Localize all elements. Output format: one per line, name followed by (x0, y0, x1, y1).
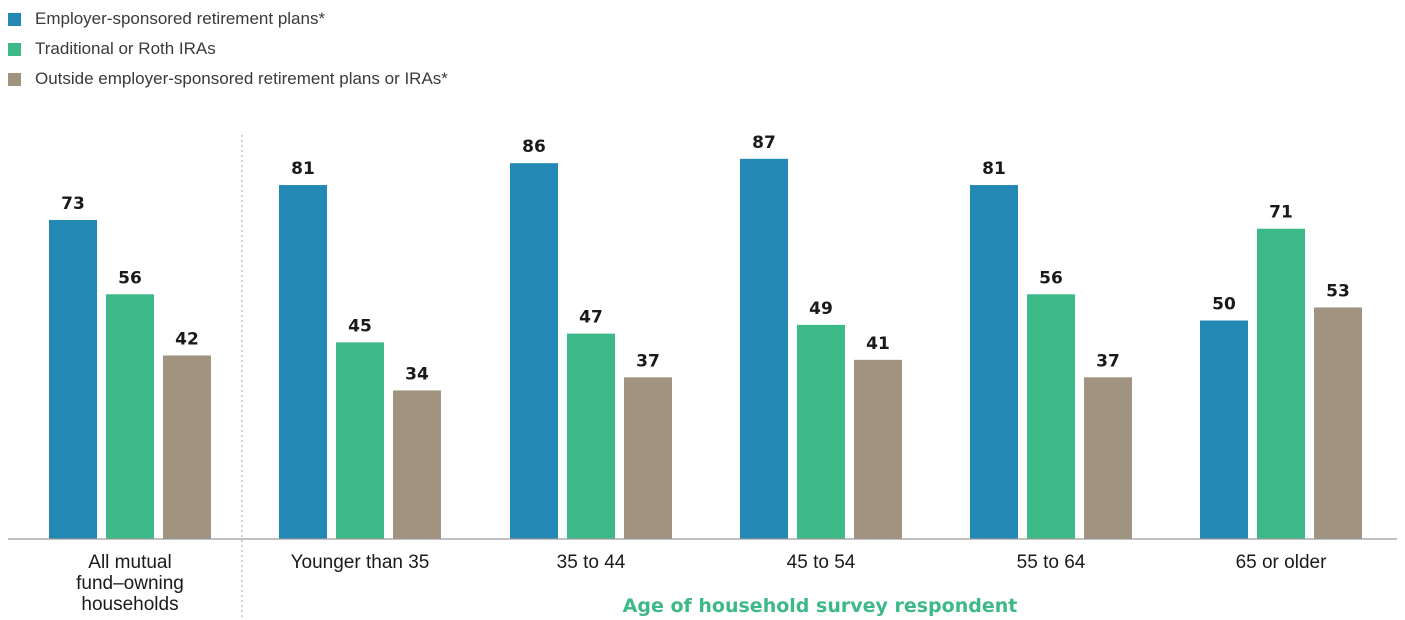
category-label-line: 65 or older (1236, 552, 1328, 573)
bar-all-households-employer-plans (49, 219, 97, 540)
bar-45-to-54-iras (797, 324, 845, 539)
bars-layer (49, 158, 1362, 540)
value-label-younger-than-35-outside: 34 (405, 364, 429, 384)
bar-55-to-64-iras (1027, 294, 1075, 539)
bar-all-households-iras (106, 294, 154, 539)
bar-younger-than-35-employer-plans (279, 185, 327, 539)
category-label-line: 55 to 64 (1017, 552, 1086, 573)
category-label-55-to-64: 55 to 64 (1017, 552, 1086, 573)
legend: Employer-sponsored retirement plans* Tra… (8, 4, 448, 94)
legend-item-iras: Traditional or Roth IRAs (8, 34, 448, 64)
bar-35-to-44-employer-plans (510, 163, 558, 539)
legend-swatch-iras (8, 42, 21, 56)
bar-45-to-54-employer-plans (740, 158, 788, 539)
value-label-65-or-older-employer-plans: 50 (1212, 295, 1236, 315)
category-label-all-households: All mutual fund–owning households (76, 552, 184, 615)
value-label-55-to-64-outside: 37 (1096, 351, 1120, 371)
legend-label-employer-plans: Employer-sponsored retirement plans* (35, 9, 326, 28)
category-labels-layer: All mutual fund–owning households Younger t… (76, 552, 1327, 615)
category-label-line: All mutual (88, 552, 171, 573)
legend-item-outside: Outside employer-sponsored retirement pl… (8, 64, 448, 94)
value-label-55-to-64-employer-plans: 81 (982, 159, 1006, 179)
legend-swatch-employer-plans (8, 12, 21, 26)
value-label-all-households-employer-plans: 73 (61, 194, 85, 214)
category-label-line: 45 to 54 (787, 552, 856, 573)
category-label-line: households (81, 594, 178, 615)
bar-all-households-outside (163, 355, 211, 539)
value-label-45-to-54-employer-plans: 87 (752, 133, 776, 153)
bar-35-to-44-outside (624, 377, 672, 539)
value-label-65-or-older-iras: 71 (1269, 203, 1293, 223)
value-label-45-to-54-outside: 41 (866, 334, 890, 354)
legend-label-outside: Outside employer-sponsored retirement pl… (35, 69, 448, 88)
value-label-65-or-older-outside: 53 (1326, 281, 1350, 301)
bar-65-or-older-employer-plans (1200, 320, 1248, 539)
value-label-all-households-outside: 42 (175, 329, 199, 349)
legend-label-iras: Traditional or Roth IRAs (35, 39, 216, 58)
category-label-45-to-54: 45 to 54 (787, 552, 856, 573)
bar-younger-than-35-outside (393, 390, 441, 539)
value-label-younger-than-35-employer-plans: 81 (291, 159, 315, 179)
value-label-35-to-44-employer-plans: 86 (522, 137, 546, 157)
category-label-line: Younger than 35 (291, 552, 430, 573)
value-label-35-to-44-iras: 47 (579, 308, 603, 328)
category-label-65-or-older: 65 or older (1236, 552, 1328, 573)
legend-item-employer-plans: Employer-sponsored retirement plans* (8, 4, 448, 34)
value-label-55-to-64-iras: 56 (1039, 268, 1063, 288)
category-label-35-to-44: 35 to 44 (557, 552, 626, 573)
x-axis-title: Age of household survey respondent (623, 595, 1018, 617)
value-label-35-to-44-outside: 37 (636, 351, 660, 371)
bar-65-or-older-outside (1314, 307, 1362, 539)
value-label-younger-than-35-iras: 45 (348, 316, 372, 336)
bar-younger-than-35-iras (336, 342, 384, 539)
category-label-line: fund–owning (76, 573, 184, 594)
value-label-45-to-54-iras: 49 (809, 299, 833, 319)
bar-65-or-older-iras (1257, 228, 1305, 540)
value-label-all-households-iras: 56 (118, 268, 142, 288)
bar-55-to-64-employer-plans (970, 185, 1018, 539)
bar-35-to-44-iras (567, 333, 615, 539)
bar-45-to-54-outside (854, 359, 902, 539)
category-label-line: 35 to 44 (557, 552, 626, 573)
value-labels-layer: 73 56 42 81 45 34 86 47 37 87 49 41 81 56 37 50 71 53 (61, 133, 1350, 385)
category-label-younger-than-35: Younger than 35 (291, 552, 430, 573)
legend-swatch-outside (8, 72, 21, 86)
bar-55-to-64-outside (1084, 377, 1132, 539)
